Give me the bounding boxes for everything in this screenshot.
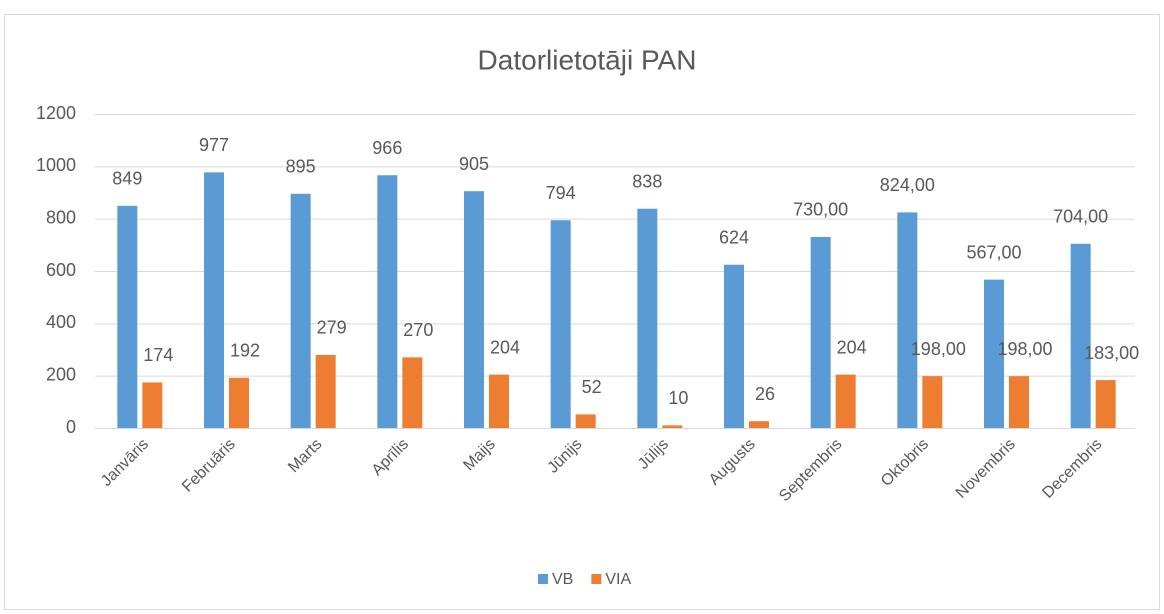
bar bbox=[550, 220, 571, 428]
value-label: 794 bbox=[546, 183, 576, 203]
y-tick-label: 200 bbox=[46, 364, 76, 384]
bar bbox=[142, 382, 163, 428]
bar bbox=[749, 421, 769, 428]
legend-label: VB bbox=[552, 571, 573, 588]
value-label: 567,00 bbox=[966, 242, 1021, 262]
bar bbox=[315, 354, 336, 428]
chart-border bbox=[4, 14, 1160, 610]
bar bbox=[984, 279, 1004, 428]
bar bbox=[290, 193, 311, 428]
value-label: 730,00 bbox=[793, 200, 848, 220]
bar bbox=[575, 414, 596, 428]
y-tick-label: 400 bbox=[46, 312, 76, 332]
value-label: 192 bbox=[230, 341, 260, 361]
y-tick-label: 1200 bbox=[36, 103, 76, 123]
value-label: 824,00 bbox=[880, 175, 935, 195]
value-label: 198,00 bbox=[997, 339, 1052, 359]
chart-title: Datorlietotāji PAN bbox=[478, 44, 697, 75]
bar bbox=[489, 374, 509, 428]
value-label: 966 bbox=[372, 138, 402, 158]
bar bbox=[1009, 376, 1029, 428]
bar bbox=[662, 425, 683, 428]
value-label: 977 bbox=[199, 135, 229, 155]
value-label: 279 bbox=[317, 318, 347, 338]
value-label: 905 bbox=[459, 154, 489, 174]
value-label: 10 bbox=[668, 388, 688, 408]
y-tick-label: 600 bbox=[46, 260, 76, 280]
bar bbox=[897, 212, 918, 428]
value-label: 183,00 bbox=[1084, 343, 1139, 363]
bar bbox=[724, 264, 744, 428]
value-label: 204 bbox=[837, 337, 867, 357]
value-label: 849 bbox=[112, 169, 142, 189]
y-tick-label: 1000 bbox=[36, 155, 76, 175]
bar bbox=[204, 172, 224, 428]
bar bbox=[117, 205, 138, 428]
value-label: 838 bbox=[632, 171, 662, 191]
legend-label: VIA bbox=[605, 571, 631, 588]
bar bbox=[637, 208, 658, 428]
value-label: 624 bbox=[719, 227, 749, 247]
value-label: 52 bbox=[582, 377, 602, 397]
bar bbox=[810, 236, 831, 428]
value-label: 895 bbox=[286, 157, 316, 177]
y-tick-label: 800 bbox=[46, 207, 76, 227]
value-label: 26 bbox=[755, 384, 775, 404]
value-label: 704,00 bbox=[1053, 207, 1108, 227]
legend-swatch bbox=[591, 574, 602, 584]
legend-swatch bbox=[538, 574, 548, 584]
bar bbox=[402, 357, 423, 428]
bar bbox=[377, 175, 398, 428]
bar bbox=[922, 376, 943, 428]
value-label: 204 bbox=[490, 337, 520, 357]
y-tick-label: 0 bbox=[66, 417, 76, 437]
value-label: 270 bbox=[403, 320, 433, 340]
value-label: 174 bbox=[143, 345, 173, 365]
bar bbox=[229, 377, 249, 428]
bar bbox=[835, 374, 856, 428]
bar bbox=[464, 191, 484, 428]
bar bbox=[1095, 380, 1116, 428]
value-label: 198,00 bbox=[911, 339, 966, 359]
bar bbox=[1070, 243, 1091, 428]
